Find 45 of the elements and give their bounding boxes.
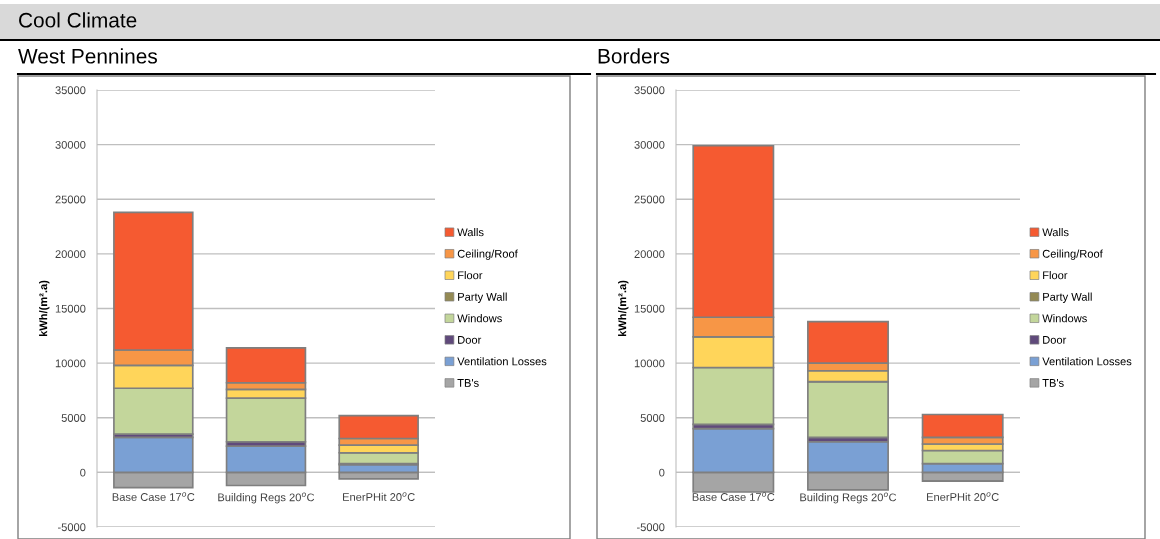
legend-label: Ceiling/Roof [1042,249,1103,260]
y-tick-label: 25000 [634,195,665,204]
legend-label: Door [458,336,482,344]
y-tick-label: 15000 [634,304,665,313]
text: Cool Climate [19,12,137,28]
legend-label: Ventilation Losses [457,357,547,366]
y-tick-label: 0 [659,468,665,477]
y-tick-label: 20000 [634,250,665,259]
legend-label: Floor [458,271,483,280]
y-axis-title: kWh/(m².a) [39,280,50,337]
legend-label: Windows [457,314,502,323]
y-tick-label: 0 [80,468,86,477]
x-tick-label: Building Regs 20$^{o}$C [800,492,897,504]
x-tick-label: Base Case 17$^{o}$C [112,492,195,501]
y-tick-label: -5000 [57,523,86,532]
legend-label: Ventilation Losses [1042,357,1132,366]
y-tick-label: 20000 [55,250,86,259]
y-tick-label: 35000 [634,86,665,95]
y-tick-label: 10000 [634,359,665,368]
x-tick-label: EnerPHit 20$^{o}$C [927,492,999,501]
y-tick-label: 25000 [55,195,86,204]
legend-label: Party Wall [458,292,507,303]
legend-label: Door [1043,336,1067,344]
y-tick-label: 5000 [61,414,86,422]
legend-label: Ceiling/Roof [457,249,518,260]
y-tick-label: 15000 [55,304,86,313]
legend-label: TB's [1042,379,1064,387]
y-axis-title: kWh/(m².a) [618,280,629,337]
legend-label: Walls [457,228,484,237]
y-tick-label: 30000 [55,140,86,149]
x-tick-label: Base Case 17$^{o}$C [692,492,775,501]
x-tick-label: Building Regs 20$^{o}$C [218,492,315,504]
legend-label: Party Wall [1043,292,1092,303]
x-tick-label: EnerPHit 20$^{o}$C [343,492,415,501]
y-tick-label: 35000 [55,86,86,95]
legend-label: Floor [1043,271,1068,280]
y-tick-label: -5000 [636,523,665,532]
y-tick-label: 30000 [634,140,665,149]
chart-title: Borders [598,48,670,64]
chart-title: West Pennines [18,48,157,64]
legend-label: Walls [1042,228,1069,237]
legend-label: Windows [1042,314,1087,323]
y-tick-label: 10000 [55,359,86,368]
y-tick-label: 5000 [640,414,665,422]
legend-label: TB's [457,379,479,387]
